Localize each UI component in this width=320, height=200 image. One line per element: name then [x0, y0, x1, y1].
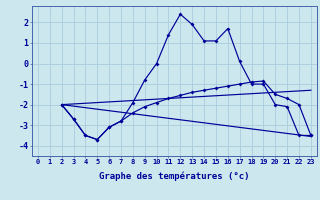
- X-axis label: Graphe des températures (°c): Graphe des températures (°c): [99, 171, 250, 181]
